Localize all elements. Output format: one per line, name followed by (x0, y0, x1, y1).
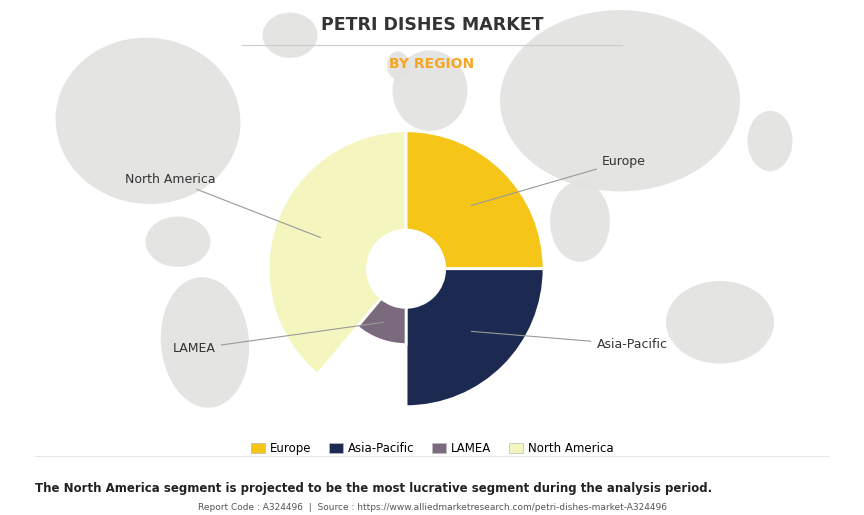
Ellipse shape (666, 281, 774, 364)
Text: BY REGION: BY REGION (390, 57, 474, 71)
Wedge shape (358, 298, 406, 345)
Wedge shape (406, 131, 544, 269)
Text: North America: North America (125, 173, 321, 237)
Ellipse shape (550, 181, 610, 262)
Text: LAMEA: LAMEA (173, 322, 384, 355)
Ellipse shape (55, 38, 240, 204)
Circle shape (367, 230, 445, 307)
Ellipse shape (392, 50, 467, 131)
Legend: Europe, Asia-Pacific, LAMEA, North America: Europe, Asia-Pacific, LAMEA, North Ameri… (246, 438, 618, 460)
Ellipse shape (392, 156, 487, 328)
Ellipse shape (747, 111, 792, 171)
Ellipse shape (387, 52, 409, 79)
Ellipse shape (145, 216, 211, 267)
Text: Report Code : A324496  |  Source : https://www.alliedmarketresearch.com/petri-di: Report Code : A324496 | Source : https:/… (198, 503, 666, 512)
Text: The North America segment is projected to be the most lucrative segment during t: The North America segment is projected t… (35, 482, 712, 495)
Text: Asia-Pacific: Asia-Pacific (471, 331, 668, 351)
Ellipse shape (263, 12, 317, 58)
Ellipse shape (161, 277, 249, 408)
Text: PETRI DISHES MARKET: PETRI DISHES MARKET (321, 16, 543, 33)
Wedge shape (406, 269, 544, 407)
Ellipse shape (500, 10, 740, 192)
Wedge shape (268, 131, 406, 374)
Text: Europe: Europe (471, 154, 645, 205)
